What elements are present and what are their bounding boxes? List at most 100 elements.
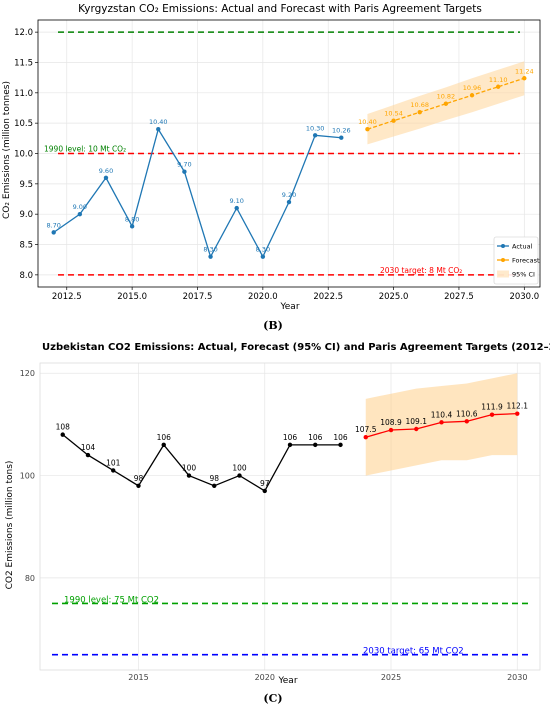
chart-b-series-0-label-10: 10.30 [306, 124, 325, 132]
chart-b-series-1-point-0 [365, 127, 370, 132]
chart-b-ytick-6: 11.0 [14, 89, 33, 99]
chart-b-series-1-label-4: 10.96 [463, 84, 482, 92]
chart-c-xtick-1: 2020 [255, 673, 275, 682]
chart-b-series-1-label-1: 10.54 [384, 110, 403, 118]
chart-b-series-0-label-6: 8.30 [203, 246, 217, 254]
chart-c-axes-frame [39, 362, 541, 671]
chart-b-series-1-point-5 [495, 84, 501, 89]
chart-c-series-0-point-0 [60, 432, 65, 437]
chart-c-series-1-point-2 [414, 426, 419, 432]
chart-b-ytick-7: 11.5 [14, 58, 33, 68]
chart-c-ref-label-1: 2030 target: 65 Mt CO2 [363, 647, 464, 657]
chart-b-series-0-point-8 [260, 254, 266, 259]
chart-b-series-0-label-4: 10.40 [149, 118, 168, 126]
chart-c-series-0-point-4 [161, 442, 166, 448]
kyrgyzstan-chart: Kyrgyzstan CO₂ Emissions: Actual and For… [2, 3, 541, 312]
chart-c-title: Uzbekistan CO2 Emissions: Actual, Foreca… [42, 342, 550, 353]
chart-b-ytick-0: 8.0 [19, 271, 33, 281]
chart-c-series-0-label-8: 97 [260, 479, 270, 488]
chart-c-series-0-label-10: 106 [308, 433, 323, 442]
chart-b-series-0-label-11: 10.26 [332, 127, 351, 135]
chart-b-xtick-2: 2017.5 [183, 292, 213, 302]
chart-b-xtick-4: 2022.5 [313, 292, 343, 302]
chart-b-series-0-point-4 [156, 127, 161, 132]
chart-b-series-0-label-0: 8.70 [46, 221, 60, 229]
chart-b-series-0-label-7: 9.10 [229, 197, 243, 205]
panel-label-b: (B) [263, 319, 283, 332]
chart-c-series-0-point-8 [262, 488, 267, 494]
chart-c-series-0-label-6: 98 [209, 474, 219, 483]
chart-b-series-1-label-5: 11.10 [489, 76, 508, 84]
chart-b-ytick-8: 12.0 [14, 28, 33, 38]
uzbekistan-chart: Uzbekistan CO2 Emissions: Actual, Foreca… [5, 342, 550, 686]
chart-b-xtick-1: 2015.0 [117, 292, 147, 302]
chart-b-series-0-label-1: 9.00 [73, 203, 87, 211]
chart-c-series-0-point-9 [287, 442, 293, 448]
chart-b-series-1-label-3: 10.82 [437, 93, 456, 101]
chart-c-series-1-label-1: 108.9 [380, 418, 402, 427]
chart-b-series-0-point-2 [103, 175, 109, 180]
chart-c-series-0-point-10 [313, 442, 318, 448]
chart-c-xtick-2: 2025 [381, 673, 401, 682]
chart-c-series-0-point-3 [136, 483, 141, 488]
chart-b-ref-label-1: 1990 level: 10 Mt CO₂ [44, 145, 126, 154]
chart-b-legend-swatch-ci [497, 270, 509, 278]
chart-c-xtick-0: 2015 [128, 673, 148, 682]
chart-b-series-0-label-8: 8.30 [256, 246, 270, 254]
chart-b-ref-label-2: 2030 target: 8 Mt CO₂ [380, 266, 462, 275]
chart-c-series-1-point-0 [363, 434, 368, 440]
chart-b-series-0-point-11 [339, 135, 344, 140]
chart-b-legend-marker-0 [501, 244, 505, 248]
chart-c-series-0-point-5 [186, 473, 192, 478]
chart-b-legend-marker-1 [501, 258, 505, 262]
chart-b-series-1-point-3 [443, 101, 449, 106]
chart-b-series-0-point-6 [208, 254, 213, 259]
chart-c-series-0-line [62, 434, 341, 492]
chart-b-series-0-label-3: 8.80 [125, 215, 139, 223]
chart-c-series-0-label-11: 106 [333, 433, 348, 442]
chart-b-series-1-label-0: 10.40 [358, 118, 377, 126]
chart-c-series-0-label-3: 98 [134, 474, 144, 483]
chart-b-legend-label-ci: 95% CI [512, 271, 535, 279]
chart-b-ytick-4: 10.0 [14, 150, 33, 160]
chart-b-series-0-point-5 [182, 169, 187, 174]
chart-c-series-1-label-6: 112.1 [507, 402, 529, 411]
chart-b-series-0-label-2: 9.60 [99, 167, 113, 175]
chart-b-series-0-point-3 [129, 224, 135, 229]
chart-c-series-1-point-5 [489, 412, 495, 417]
chart-c-series-1-point-6 [515, 411, 520, 416]
chart-c-xtick-3: 2030 [507, 673, 527, 682]
chart-c-series-0-label-2: 101 [106, 458, 121, 467]
chart-b-legend-label-0: Actual [512, 243, 533, 251]
chart-b-xtick-6: 2027.5 [444, 292, 474, 302]
chart-b-ytick-1: 8.5 [19, 241, 33, 251]
chart-b-series-0-point-1 [77, 211, 83, 217]
chart-c-ytick-0: 80 [25, 574, 35, 583]
chart-c-ylabel: CO2 Emissions (million tons) [5, 461, 15, 590]
chart-c-series-1-label-5: 111.9 [481, 403, 503, 412]
chart-c-ytick-1: 100 [20, 472, 35, 481]
chart-c-series-0-label-9: 106 [283, 433, 298, 442]
chart-b-series-0-point-9 [286, 199, 292, 205]
chart-c-ref-label-0: 1990 level: 75 Mt CO2 [64, 595, 159, 605]
chart-c-series-1-label-3: 110.4 [431, 410, 453, 419]
chart-b-series-0-line [53, 127, 342, 259]
chart-b-xlabel: Year [279, 302, 299, 312]
chart-b-series-1-point-2 [417, 110, 422, 115]
chart-b-xtick-5: 2025.0 [379, 292, 409, 302]
chart-c-ytick-2: 120 [20, 369, 35, 378]
chart-b-series-0-label-5: 9.70 [177, 161, 191, 169]
chart-b-series-1-point-4 [469, 93, 475, 98]
chart-b-xtick-7: 2030.0 [509, 292, 539, 302]
chart-c-series-0-label-7: 100 [232, 464, 247, 473]
chart-c-series-1-label-4: 110.6 [456, 409, 478, 418]
chart-c-xlabel: Year [277, 676, 297, 686]
chart-b-ytick-5: 10.5 [14, 119, 33, 129]
chart-c-series-1-point-4 [464, 419, 469, 424]
chart-c-series-1-point-3 [439, 420, 444, 425]
chart-b-series-0-point-10 [312, 133, 318, 138]
chart-b-legend-label-1: Forecast [512, 257, 540, 265]
chart-c-series-0-point-11 [338, 442, 343, 448]
chart-b-series-1-point-6 [522, 76, 527, 81]
